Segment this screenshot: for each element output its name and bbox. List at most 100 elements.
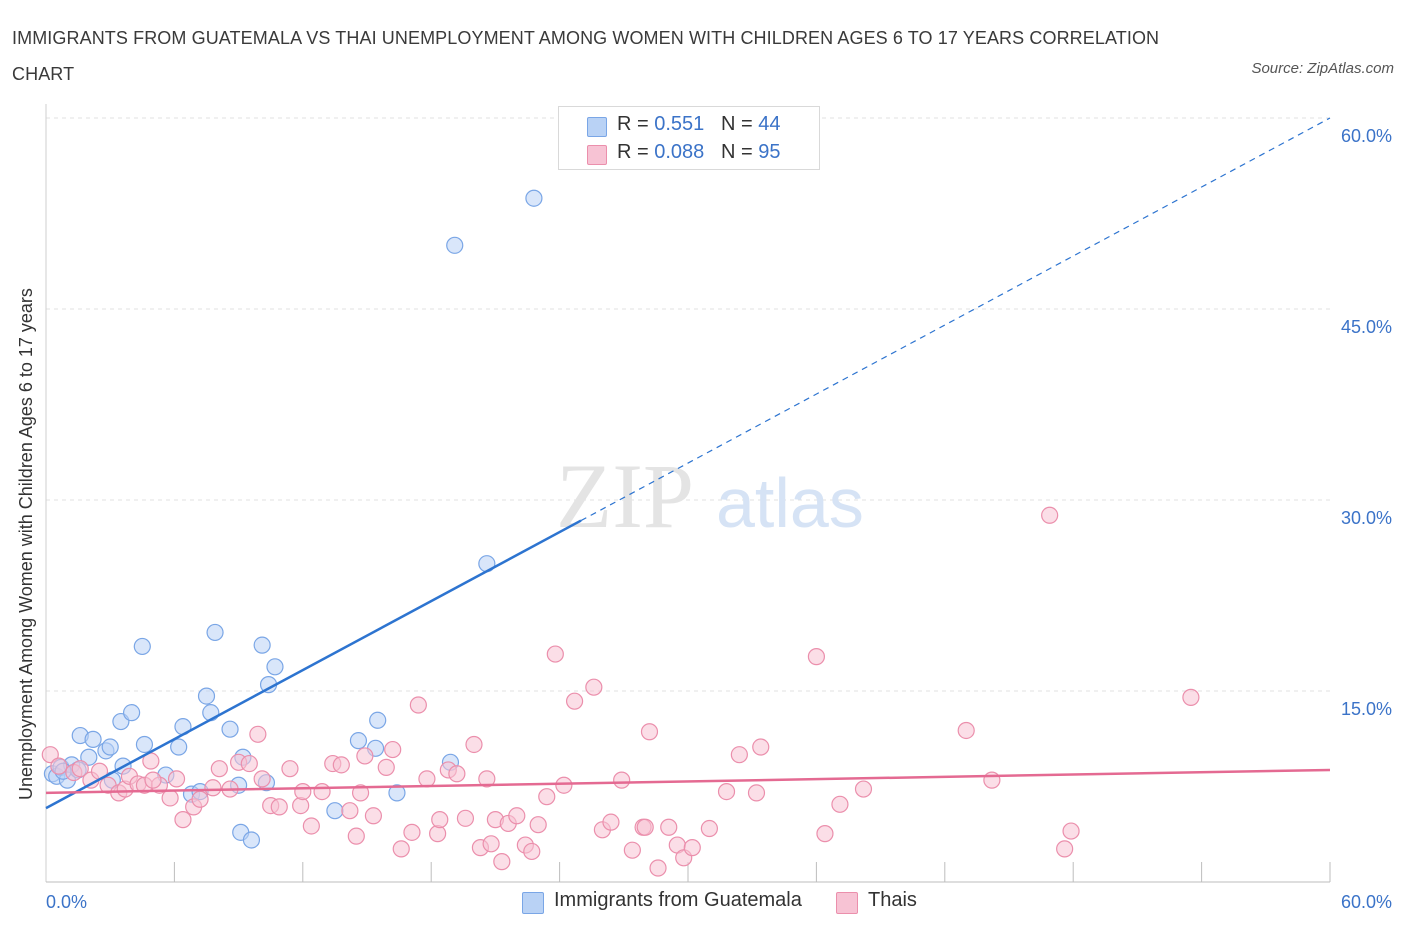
guatemala-point [170,738,188,756]
thais-point [347,827,365,845]
thais-point [210,760,228,778]
thais-point [356,747,374,765]
n-value: 44 [758,113,781,135]
thais-point [683,839,701,857]
chart-title: IMMIGRANTS FROM GUATEMALA VS THAI UNEMPL… [12,28,1160,84]
watermark: ZIP atlas [556,445,864,547]
guatemala-point [525,189,543,207]
tick-label-layer: 15.0% 30.0% 45.0% 60.0% 0.0% 60.0% [46,126,1392,912]
thais-point [565,692,584,710]
y-tick-label: 45.0% [1341,317,1392,337]
thais-point [640,723,659,741]
y-tick-label: 15.0% [1341,699,1392,719]
thais-point [429,825,447,843]
watermark-zip: ZIP [556,445,694,547]
thais-point [392,840,410,858]
thais-point [50,757,68,775]
thais-point [1056,840,1074,858]
thais-point [730,746,748,764]
thais-point [831,795,849,813]
thais-point [529,816,547,834]
legend-swatch-blue [587,117,607,137]
x-tick-label: 60.0% [1341,892,1392,912]
legend-swatch-pink [836,892,858,914]
guatemala-point [349,732,368,750]
n-label: N = [720,113,759,135]
thais-point [623,841,641,859]
y-tick-label: 60.0% [1341,126,1392,146]
thais-point [538,788,556,806]
thais-point [167,770,186,788]
thais-point [161,789,179,807]
legend-swatch-blue [522,892,544,914]
thais-point [294,782,312,801]
y-tick-label: 30.0% [1341,508,1392,528]
thais-point [341,802,359,820]
thais-point [71,760,89,778]
n-label: N = [720,141,759,163]
source-label: Source: ZipAtlas.com [1251,60,1394,77]
thais-point [482,835,500,853]
guatemala-point [206,623,224,642]
thais-point [41,746,59,764]
guatemala-point [253,636,271,654]
guatemala-point [133,637,151,656]
thais-point [717,782,736,801]
thais-point [854,780,873,798]
thais-point [523,842,541,861]
thais-point [281,760,299,778]
thais-point [752,738,770,756]
thais-point [546,645,564,663]
guatemala-point [446,236,464,254]
thais-point [602,813,620,831]
thais-point [957,721,975,740]
thais-point [1182,688,1200,706]
guatemala-point [242,831,261,849]
thais-point [364,807,383,825]
thais-point [649,859,667,877]
legend-swatch-pink [587,145,607,165]
thais-point [253,770,271,788]
thais-point [493,853,511,871]
thais-point [332,756,350,774]
thais-point [204,779,222,797]
guatemala-point [84,730,102,748]
thais-point [613,771,631,789]
trend-line-dashed [580,117,1331,522]
legend-label: Thais [868,889,917,911]
guatemala-point [123,704,141,722]
n-value: 95 [758,141,781,163]
x-tick-label: 0.0% [46,892,87,912]
guatemala-point [197,687,216,705]
r-value: 0.088 [654,141,705,163]
guatemala-point [135,735,154,754]
thais-point [816,825,834,843]
thais-point [191,790,209,808]
guatemala-point [80,748,98,766]
thais-point [384,740,402,759]
thais-point [700,819,719,838]
thais-point [983,771,1001,789]
thais-point [636,818,654,836]
thais-point [144,771,162,789]
thais-point [431,811,449,829]
thais-point [555,776,573,794]
thais-point [478,770,496,788]
thais-point [448,765,466,783]
r-label: R = [617,113,655,135]
thais-point [747,784,766,802]
thais-point [418,770,436,788]
guatemala-point [326,802,344,820]
grid-layer [46,117,1330,692]
thais-point [456,809,475,827]
thais-point [313,782,331,801]
thais-point [508,807,526,825]
watermark-atlas: atlas [716,464,864,542]
guatemala-point [266,658,284,676]
thais-point [174,811,192,829]
thais-point [403,823,421,841]
thais-point [585,678,603,696]
thais-point [1062,822,1080,840]
thais-point [465,735,483,754]
